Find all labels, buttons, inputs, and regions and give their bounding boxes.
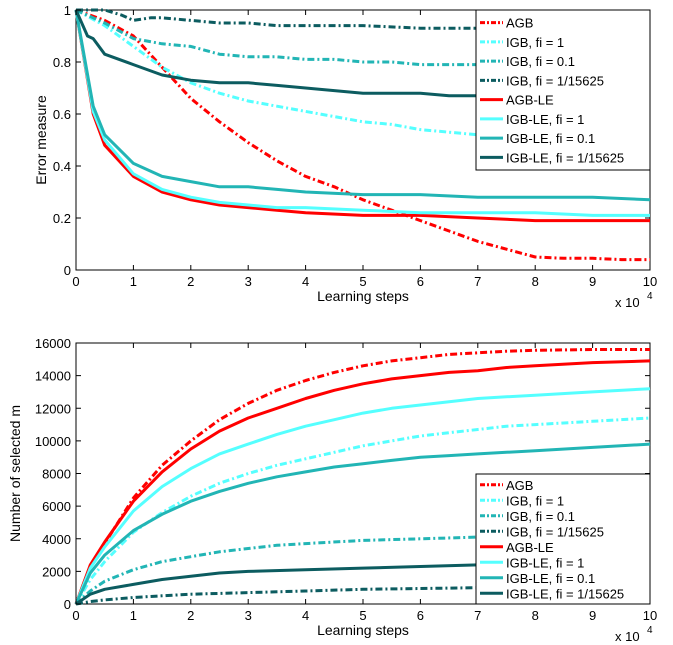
x-tick-label: 9 — [589, 274, 596, 289]
x-tick-label: 0 — [72, 274, 79, 289]
x-tick-label: 9 — [589, 608, 596, 623]
legend-entry: AGB — [506, 16, 533, 31]
y-tick-label: 16000 — [35, 336, 71, 351]
series-line-2 — [74, 416, 651, 605]
x-tick-label: 2 — [187, 274, 194, 289]
x-tick-label: 1 — [130, 608, 137, 623]
y-tick-label: 0 — [64, 263, 71, 278]
legend-entry: IGB-LE, fi = 1 — [506, 555, 584, 570]
series-line-5 — [74, 9, 650, 223]
series-line-7 — [74, 442, 651, 605]
chart-2: 0 1 2 3 4 5 6 7 8 9 10 0 2000 4000 6000 8000 10000 12000 1… — [7, 336, 657, 644]
series-line-1 — [74, 348, 650, 605]
y-tick-label: 0.2 — [53, 211, 71, 226]
legend-entry: IGB, fi = 1/15625 — [506, 524, 604, 539]
y-tick-label: 2000 — [42, 564, 71, 579]
x-tick-label: 4 — [302, 274, 309, 289]
x-tick-label: 10 — [643, 608, 657, 623]
y-axis-label: Error measure — [33, 95, 49, 185]
y-tick-label: 1 — [64, 3, 71, 18]
y-tick-label: 0 — [64, 597, 71, 612]
legend-entry: IGB, fi = 1 — [506, 493, 564, 508]
series-line-6 — [74, 387, 651, 605]
y-tick-label: 0.8 — [53, 55, 71, 70]
legend-box — [475, 9, 651, 171]
x-tick-label: 8 — [532, 274, 539, 289]
series-line-6 — [74, 9, 650, 217]
legend: AGB IGB, fi = 1 IGB, fi = 0.1 IGB, fi = 1/1… — [475, 9, 651, 171]
series-line-1 — [75, 8, 650, 262]
y-tick-label: 0.4 — [53, 159, 71, 174]
x-tick-label: 8 — [532, 608, 539, 623]
series-line-7 — [74, 9, 651, 202]
chart-1: 0 1 2 3 4 5 6 7 8 9 10 0 0.2 0.4 0.6 0.8 1 Learning steps… — [33, 3, 657, 310]
x-tick-label: 7 — [474, 608, 481, 623]
x-tick-label: 0 — [72, 608, 79, 623]
x-tick-label: 4 — [302, 608, 309, 623]
legend-entry: IGB-LE, fi = 1/15625 — [506, 150, 624, 165]
x-tick-label: 3 — [245, 274, 252, 289]
x-tick-label: 1 — [130, 274, 137, 289]
x-multiplier-exponent: 4 — [647, 291, 653, 302]
y-tick-label: 8000 — [42, 467, 71, 482]
y-tick-label: 14000 — [35, 369, 71, 384]
legend-entry: IGB, fi = 0.1 — [506, 54, 575, 69]
x-multiplier-label: x 10 — [615, 295, 640, 310]
legend-entry: IGB-LE, fi = 1/15625 — [506, 586, 624, 601]
x-multiplier-exponent: 4 — [647, 625, 653, 636]
x-tick-label: 3 — [245, 608, 252, 623]
legend-entry: AGB-LE — [506, 93, 554, 108]
legend-entry: IGB-LE, fi = 0.1 — [506, 571, 595, 586]
legend-entry: IGB, fi = 1 — [506, 35, 564, 50]
legend-entry: IGB, fi = 1/15625 — [506, 73, 604, 88]
y-tick-label: 0.6 — [53, 107, 71, 122]
y-tick-label: 4000 — [42, 532, 71, 547]
y-axis-label: Number of selected m — [7, 405, 23, 542]
x-tick-label: 6 — [417, 274, 424, 289]
x-multiplier-label: x 10 — [615, 629, 640, 644]
series-line-3 — [75, 8, 650, 72]
y-tick-label: 10000 — [35, 434, 71, 449]
x-tick-label: 2 — [187, 608, 194, 623]
legend-entry: IGB-LE, fi = 0.1 — [506, 131, 595, 146]
x-tick-label: 5 — [359, 608, 366, 623]
series-line-3 — [74, 530, 651, 606]
legend-entry: IGB, fi = 0.1 — [506, 509, 575, 524]
legend-entry: AGB-LE — [506, 540, 554, 555]
legend-entry: AGB — [506, 478, 533, 493]
x-tick-label: 5 — [359, 274, 366, 289]
x-axis-label: Learning steps — [317, 622, 409, 638]
legend-entry: IGB-LE, fi = 1 — [506, 112, 584, 127]
legend-box — [475, 473, 651, 605]
x-tick-label: 10 — [643, 274, 657, 289]
series-line-5 — [74, 359, 651, 605]
y-tick-label: 6000 — [42, 499, 71, 514]
series-line-8 — [74, 9, 651, 103]
y-tick-label: 12000 — [35, 401, 71, 416]
x-axis-label: Learning steps — [317, 288, 409, 304]
x-tick-label: 7 — [474, 274, 481, 289]
x-tick-label: 6 — [417, 608, 424, 623]
